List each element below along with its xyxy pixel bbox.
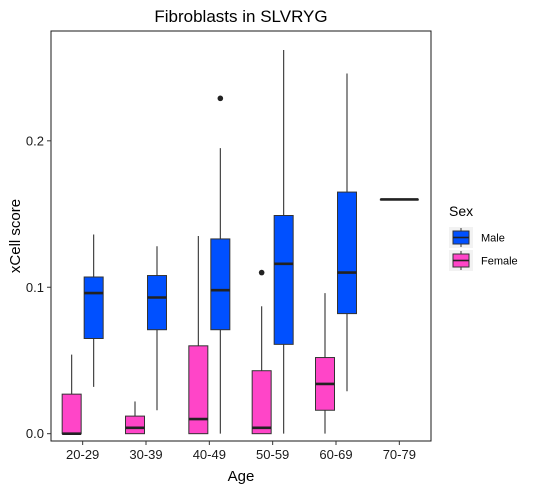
x-axis: 20-29 30-39 40-49 50-59 60-69 70-79 [66,441,416,462]
x-tick-label: 60-69 [319,447,352,462]
x-tick-label: 40-49 [193,447,226,462]
box-male-60-69 [337,73,357,392]
box-body [125,415,145,435]
plot-panel [50,30,432,442]
y-tick-label: 0.1 [26,280,44,295]
x-tick-label: 30-39 [129,447,162,462]
box-body [273,215,294,345]
y-axis: 0.0 0.1 0.2 [26,133,51,441]
x-tick-label: 70-79 [383,447,416,462]
box-female-40-49 [188,236,209,435]
legend-label-male: Male [481,233,505,245]
box-body [83,276,104,339]
box-male-50-59 [273,50,294,434]
legend-items: Male Female [449,227,518,271]
chart-title: Fibroblasts in SLVRYG [154,7,327,26]
box-body [188,345,209,435]
box-body [147,275,167,331]
x-tick-label: 50-59 [256,447,289,462]
outlier-point [258,269,265,276]
box-female-50-59 [251,269,272,435]
box-female-20-29 [61,354,82,435]
outlier-point [217,95,224,102]
box-female-30-39 [125,401,145,435]
box-body [337,191,357,315]
box-male-30-39 [147,246,167,411]
box-male-20-29 [83,234,104,387]
y-tick-label: 0.2 [26,133,44,148]
box-male-70-79 [379,198,419,201]
x-tick-label: 20-29 [66,447,99,462]
box-female-60-69 [315,293,335,434]
y-axis-title: xCell score [7,199,24,273]
box-body [210,238,231,331]
legend-title: Sex [449,203,473,219]
legend-label-female: Female [481,256,518,268]
x-axis-title: Age [228,468,255,485]
boxes-layer [61,50,419,435]
y-tick-label: 0.0 [26,426,44,441]
box-male-40-49 [210,95,231,434]
box-body [251,370,272,435]
legend: Sex Male Female [449,203,518,271]
box-body [61,393,82,435]
